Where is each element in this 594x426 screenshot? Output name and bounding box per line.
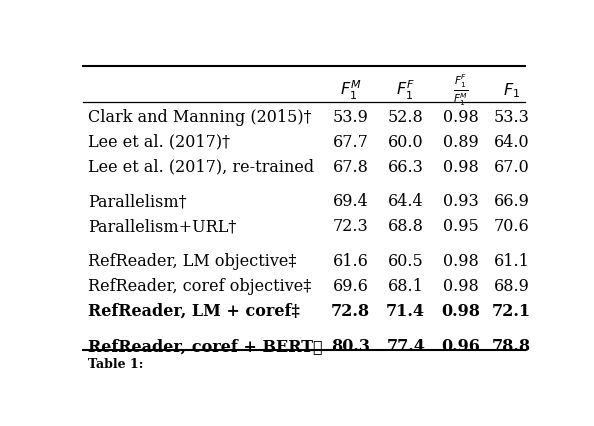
Text: 67.8: 67.8 bbox=[333, 158, 368, 176]
Text: 69.4: 69.4 bbox=[333, 193, 368, 210]
Text: 71.4: 71.4 bbox=[386, 303, 425, 320]
Text: 0.95: 0.95 bbox=[443, 219, 479, 236]
Text: 53.9: 53.9 bbox=[333, 109, 368, 126]
Text: 78.8: 78.8 bbox=[492, 338, 531, 355]
Text: $F_1^F$: $F_1^F$ bbox=[396, 79, 415, 102]
Text: 0.98: 0.98 bbox=[443, 278, 479, 295]
Text: 69.6: 69.6 bbox=[333, 278, 368, 295]
Text: 0.98: 0.98 bbox=[443, 109, 479, 126]
Text: 66.3: 66.3 bbox=[388, 158, 424, 176]
Text: 72.1: 72.1 bbox=[492, 303, 531, 320]
Text: 66.9: 66.9 bbox=[494, 193, 529, 210]
Text: Lee et al. (2017)†: Lee et al. (2017)† bbox=[88, 134, 230, 151]
Text: 80.3: 80.3 bbox=[331, 338, 370, 355]
Text: Lee et al. (2017), re-trained: Lee et al. (2017), re-trained bbox=[88, 158, 314, 176]
Text: RefReader, coref + BERT★: RefReader, coref + BERT★ bbox=[88, 338, 323, 355]
Text: 0.93: 0.93 bbox=[443, 193, 479, 210]
Text: 72.3: 72.3 bbox=[333, 219, 368, 236]
Text: 52.8: 52.8 bbox=[388, 109, 424, 126]
Text: RefReader, LM objective‡: RefReader, LM objective‡ bbox=[88, 253, 296, 270]
Text: 61.6: 61.6 bbox=[333, 253, 368, 270]
Text: 53.3: 53.3 bbox=[494, 109, 529, 126]
Text: 0.89: 0.89 bbox=[443, 134, 479, 151]
Text: 70.6: 70.6 bbox=[494, 219, 529, 236]
Text: Table 1:: Table 1: bbox=[88, 358, 143, 371]
Text: 68.9: 68.9 bbox=[494, 278, 529, 295]
Text: Parallelism+URL†: Parallelism+URL† bbox=[88, 219, 236, 236]
Text: 0.96: 0.96 bbox=[441, 338, 481, 355]
Text: RefReader, LM + coref‡: RefReader, LM + coref‡ bbox=[88, 303, 300, 320]
Text: 0.98: 0.98 bbox=[443, 253, 479, 270]
Text: 68.8: 68.8 bbox=[388, 219, 424, 236]
Text: 72.8: 72.8 bbox=[331, 303, 370, 320]
Text: RefReader, coref objective‡: RefReader, coref objective‡ bbox=[88, 278, 311, 295]
Text: 0.98: 0.98 bbox=[443, 158, 479, 176]
Text: $F_1^M$: $F_1^M$ bbox=[340, 79, 361, 102]
Text: 60.5: 60.5 bbox=[388, 253, 424, 270]
Text: 67.0: 67.0 bbox=[494, 158, 529, 176]
Text: $\frac{F_1^F}{F_1^M}$: $\frac{F_1^F}{F_1^M}$ bbox=[453, 73, 469, 108]
Text: 61.1: 61.1 bbox=[494, 253, 529, 270]
Text: $F_1$: $F_1$ bbox=[503, 81, 520, 100]
Text: 60.0: 60.0 bbox=[388, 134, 424, 151]
Text: Parallelism†: Parallelism† bbox=[88, 193, 187, 210]
Text: 64.4: 64.4 bbox=[388, 193, 424, 210]
Text: 77.4: 77.4 bbox=[386, 338, 425, 355]
Text: Clark and Manning (2015)†: Clark and Manning (2015)† bbox=[88, 109, 312, 126]
Text: 64.0: 64.0 bbox=[494, 134, 529, 151]
Text: 68.1: 68.1 bbox=[388, 278, 424, 295]
Text: 67.7: 67.7 bbox=[333, 134, 368, 151]
Text: 0.98: 0.98 bbox=[441, 303, 481, 320]
